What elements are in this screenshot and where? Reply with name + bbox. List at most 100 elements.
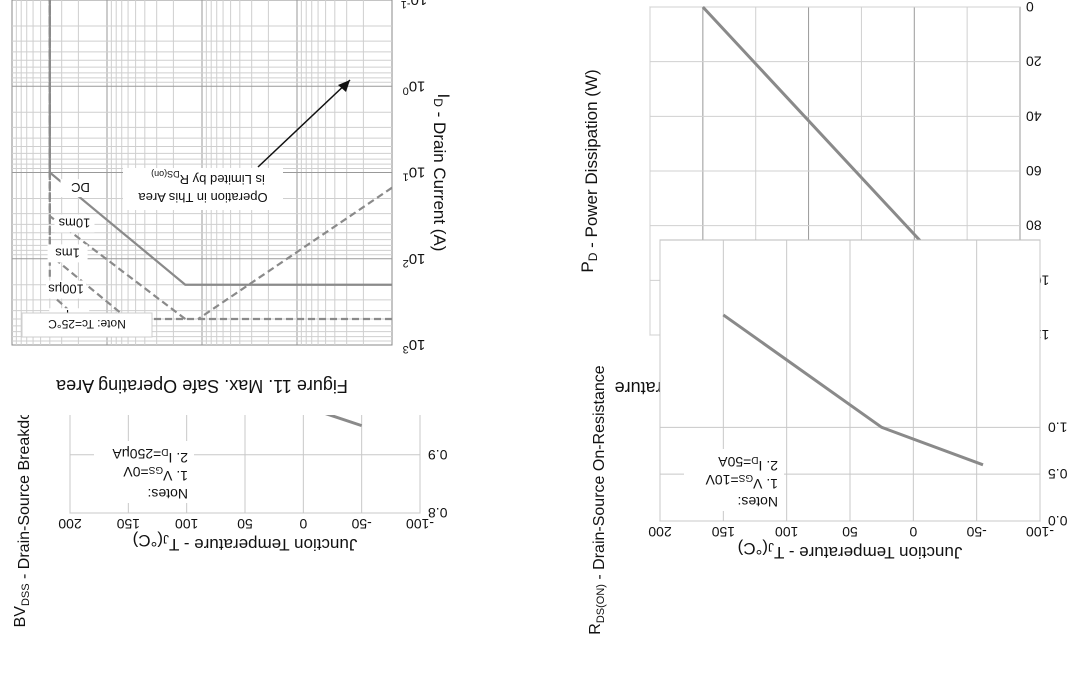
note-line: 1. VGS=0V — [123, 464, 188, 484]
text-run: 10 — [409, 336, 426, 353]
text-run: P — [578, 261, 597, 272]
notes-title: Notes: — [738, 494, 778, 510]
subscript: GS — [738, 472, 753, 483]
y-axis-title: RDS(ON) - Drain-Source On-Resistance — [587, 365, 608, 635]
text-run: 10 — [409, 250, 426, 267]
y-tick-label: 100 — [403, 77, 426, 96]
curve-label-bg — [54, 214, 95, 233]
curve-label-bg — [46, 280, 87, 299]
x-tick-label: 150 — [711, 524, 735, 540]
curve-label-bg — [47, 244, 88, 263]
y-tick-label: 0.5 — [1048, 466, 1068, 482]
note-line: 1. VGS=10V — [705, 472, 778, 492]
x-tick-label: 50 — [842, 524, 858, 540]
text-run: 1. V — [162, 468, 188, 484]
text-run: Figure 11. Max. Safe Operating Area — [55, 376, 348, 396]
curve-label-bg — [60, 179, 101, 198]
x-tick-label: -50 — [966, 524, 986, 540]
bvdss-vs-temp-chart: -100 -50 0 50 100 150 200 0.8 0.9 Junction Temper… — [12, 415, 448, 627]
text-run: =10V — [705, 472, 739, 488]
text-run: (°C) — [738, 539, 768, 558]
y-axis-title: PD - Power Dissipation (W) — [578, 69, 601, 272]
text-run: 2. I — [169, 450, 188, 466]
note-text: Note: Tc=25°C — [48, 317, 126, 331]
y-tick-label: 20 — [1026, 54, 1042, 70]
note-line: 2. ID=50A — [718, 454, 778, 474]
text-run: is Limited by R — [180, 172, 265, 187]
series-line — [722, 313, 984, 467]
y-tick-label: 103 — [403, 336, 426, 355]
chart-title: Figure 11. Max. Safe Operating Area — [55, 376, 348, 396]
superscript: 1 — [403, 171, 409, 183]
text-run: R — [587, 623, 604, 635]
text-run: 10 — [409, 77, 426, 94]
x-tick-label: 100 — [775, 524, 799, 540]
series-line — [197, 186, 393, 320]
text-run: =50A — [718, 454, 752, 470]
note-box — [21, 312, 153, 338]
x-tick-label: 200 — [58, 516, 82, 532]
subscript: D — [586, 252, 600, 261]
superscript: 3 — [403, 343, 409, 355]
note-line: 2. ID=250μA — [112, 446, 188, 466]
superscript: 0 — [403, 84, 409, 96]
y-tick-label: 102 — [403, 250, 426, 269]
y-axis-title: BVDSS - Drain-Source Breakdown Voltage — [12, 415, 33, 627]
notes-bg — [684, 449, 784, 511]
text-run: =250μA — [112, 446, 162, 462]
curve-label: 10ms — [58, 215, 90, 230]
text-run: - Drain Current (A) — [430, 107, 449, 252]
x-axis-title: Junction Temperature - TJ(°C) — [133, 531, 358, 554]
text-run: - Drain-Source On-Resistance — [591, 365, 608, 584]
y-tick-label: 60 — [1026, 163, 1042, 179]
series-line — [127, 415, 363, 428]
subscript: DSS — [20, 583, 32, 606]
rdson-vs-temp-chart: -100 -50 0 50 100 150 200 0.0 0.5 1.0 Junction Tem… — [587, 239, 1068, 635]
y-tick-label: 10-1 — [401, 0, 427, 10]
notes-bg — [94, 441, 194, 503]
x-tick-label: 200 — [648, 524, 672, 540]
subscript: DS(ON) — [595, 584, 607, 623]
subscript: D — [431, 98, 445, 107]
y-tick-label: 0.9 — [428, 447, 448, 463]
y-tick-label: 40 — [1026, 108, 1042, 124]
y-tick-label: 1.0 — [1048, 419, 1068, 435]
notes-title: Notes: — [148, 486, 188, 502]
y-tick-label: 80 — [1026, 218, 1042, 234]
text-run: 2. I — [759, 458, 778, 474]
x-tick-label: -100 — [1026, 524, 1054, 540]
text-run: BV — [12, 606, 29, 628]
arrow-head — [338, 80, 350, 92]
x-tick-label: 100 — [175, 516, 199, 532]
superscript: 2 — [403, 257, 409, 269]
curve-label: 100μs — [48, 282, 84, 297]
x-tick-label: -100 — [406, 516, 434, 532]
superscript: -1 — [401, 0, 411, 10]
curve-label: DC — [71, 180, 90, 195]
subscript: J — [768, 540, 774, 554]
subscript: DS(on) — [151, 169, 180, 179]
y-axis-title: ID - Drain Current (A) — [430, 94, 453, 252]
text-run: 10 — [411, 0, 428, 8]
text-run: Junction Temperature - T — [169, 535, 357, 554]
subscript: GS — [148, 464, 163, 475]
annotation-text: Operation in This Area — [138, 190, 268, 205]
text-run: 10 — [409, 164, 426, 181]
subscript: D — [161, 446, 168, 457]
text-run: =0V — [123, 464, 149, 480]
text-run: Junction Temperature - T — [774, 543, 962, 562]
x-tick-label: 0 — [909, 524, 917, 540]
y-tick-label: 101 — [403, 164, 426, 183]
annotation-arrow — [257, 79, 351, 168]
y-tick-label: 0.0 — [1048, 513, 1068, 529]
x-tick-label: 150 — [116, 516, 140, 532]
soa-chart: 10-210-110010110210-1100101102103DC10ms1… — [11, 0, 453, 396]
x-axis-title: Junction Temperature - TJ(°C) — [738, 539, 963, 562]
subscript: J — [163, 532, 169, 546]
text-run: - Drain-Source Breakdown Voltage — [16, 415, 33, 583]
annotation-text: is Limited by RDS(on) — [151, 169, 265, 187]
text-run: (°C) — [133, 531, 163, 550]
subscript: D — [751, 454, 758, 465]
x-tick-label: 0 — [299, 516, 307, 532]
